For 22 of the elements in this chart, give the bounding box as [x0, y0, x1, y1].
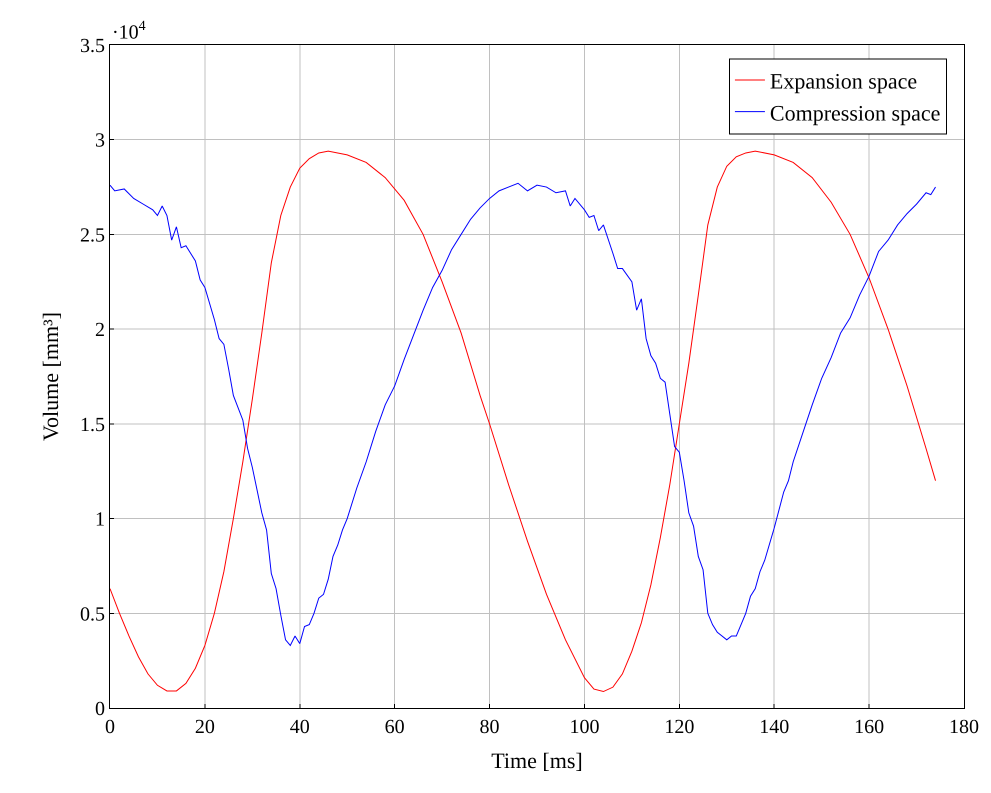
- x-axis-title: Time [ms]: [491, 748, 583, 773]
- x-tick-label: 80: [480, 716, 500, 738]
- y-tick-label: 2.5: [80, 224, 105, 246]
- x-tick-label: 180: [949, 716, 979, 738]
- y-tick-label: 3: [95, 130, 105, 152]
- y-tick-label: 1.5: [80, 414, 105, 436]
- x-tick-label: 140: [759, 716, 790, 738]
- x-tick-label: 20: [194, 716, 215, 738]
- y-tick-label: 2: [95, 319, 105, 342]
- y-tick-label: 0.5: [80, 603, 105, 626]
- x-tick-label: 60: [384, 716, 405, 738]
- y-tick-label: 3.5: [80, 35, 105, 57]
- y-tick-label: 0: [95, 698, 105, 720]
- x-tick-label: 100: [569, 716, 600, 738]
- y-tick-label: 1: [95, 508, 105, 531]
- legend-label: Compression space: [770, 100, 940, 126]
- legend-label: Expansion space: [770, 68, 918, 94]
- x-tick-label: 160: [854, 716, 884, 738]
- x-tick-label: 40: [290, 716, 310, 738]
- y-axis-title: Volume [mm³]: [38, 312, 63, 442]
- x-tick-label: 120: [664, 716, 694, 738]
- text: ·10$^{4}$: [112, 19, 146, 44]
